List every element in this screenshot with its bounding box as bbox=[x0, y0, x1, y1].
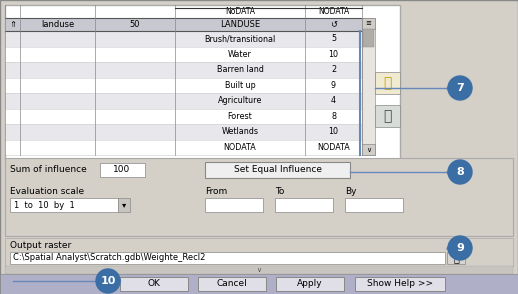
Bar bbox=[120, 277, 188, 291]
Text: 50: 50 bbox=[130, 20, 140, 29]
Bar bbox=[355, 277, 445, 291]
Text: 9: 9 bbox=[456, 243, 464, 253]
Bar bbox=[205, 198, 263, 212]
Text: ⇑: ⇑ bbox=[9, 20, 16, 29]
Bar bbox=[276, 277, 344, 291]
Circle shape bbox=[96, 269, 120, 293]
Bar bbox=[5, 108, 362, 124]
Bar bbox=[362, 144, 375, 155]
Text: 5: 5 bbox=[331, 34, 336, 43]
Bar bbox=[5, 62, 362, 78]
Text: Apply: Apply bbox=[297, 280, 323, 288]
Text: NODATA: NODATA bbox=[317, 143, 350, 152]
Text: 💾: 💾 bbox=[383, 109, 392, 123]
Text: NODATA: NODATA bbox=[318, 8, 349, 16]
Text: ∨: ∨ bbox=[256, 267, 262, 273]
Text: Brush/transitional: Brush/transitional bbox=[205, 34, 276, 43]
Bar bbox=[362, 18, 375, 155]
Bar bbox=[375, 72, 400, 94]
Text: NoDATA: NoDATA bbox=[225, 8, 255, 16]
Text: 9: 9 bbox=[331, 81, 336, 90]
Bar bbox=[375, 105, 400, 127]
Text: 📁: 📁 bbox=[453, 253, 459, 263]
Bar bbox=[362, 18, 375, 29]
Text: OK: OK bbox=[148, 280, 161, 288]
Text: 100: 100 bbox=[113, 166, 131, 175]
Bar bbox=[275, 198, 333, 212]
Bar bbox=[10, 198, 118, 212]
Text: 7: 7 bbox=[456, 83, 464, 93]
Text: 10: 10 bbox=[100, 276, 116, 286]
Bar bbox=[5, 31, 362, 46]
Bar bbox=[5, 124, 362, 139]
Text: 10: 10 bbox=[328, 127, 338, 136]
Text: Evaluation scale: Evaluation scale bbox=[10, 188, 84, 196]
Text: ▾: ▾ bbox=[122, 201, 126, 210]
Text: ≡: ≡ bbox=[366, 21, 371, 26]
Text: Wetlands: Wetlands bbox=[222, 127, 258, 136]
Bar bbox=[118, 198, 130, 212]
Text: To: To bbox=[275, 188, 284, 196]
Text: ↺: ↺ bbox=[330, 20, 337, 29]
Text: Forest: Forest bbox=[227, 112, 252, 121]
Bar bbox=[5, 46, 362, 62]
Text: Output raster: Output raster bbox=[10, 241, 71, 250]
Text: Sum of influence: Sum of influence bbox=[10, 166, 87, 175]
Text: 10: 10 bbox=[328, 50, 338, 59]
Bar bbox=[5, 5, 400, 160]
Bar bbox=[5, 78, 362, 93]
Circle shape bbox=[448, 76, 472, 100]
Bar bbox=[447, 252, 465, 264]
Text: 1  to  10  by  1: 1 to 10 by 1 bbox=[14, 201, 75, 210]
Bar bbox=[5, 158, 513, 236]
Text: Show Help >>: Show Help >> bbox=[367, 280, 433, 288]
Text: NODATA: NODATA bbox=[224, 143, 256, 152]
Text: Set Equal Influence: Set Equal Influence bbox=[234, 166, 322, 175]
Text: 8: 8 bbox=[456, 167, 464, 177]
Text: By: By bbox=[345, 188, 356, 196]
Text: 4: 4 bbox=[331, 96, 336, 105]
Text: Barren land: Barren land bbox=[217, 65, 264, 74]
Bar bbox=[5, 18, 362, 31]
Text: From: From bbox=[205, 188, 227, 196]
Circle shape bbox=[448, 160, 472, 184]
Text: C:\Spatial Analyst\Scratch.gdb\Weighte_Recl2: C:\Spatial Analyst\Scratch.gdb\Weighte_R… bbox=[13, 253, 205, 263]
Bar bbox=[10, 252, 445, 264]
Text: 🗂: 🗂 bbox=[383, 76, 392, 90]
Text: Water: Water bbox=[228, 50, 252, 59]
Bar bbox=[363, 29, 374, 47]
Bar bbox=[205, 162, 350, 178]
Text: Agriculture: Agriculture bbox=[218, 96, 262, 105]
Text: Cancel: Cancel bbox=[217, 280, 248, 288]
Bar bbox=[100, 163, 145, 177]
Bar bbox=[198, 277, 266, 291]
Bar bbox=[5, 238, 513, 266]
Circle shape bbox=[448, 236, 472, 260]
Bar bbox=[345, 198, 403, 212]
Text: 2: 2 bbox=[331, 65, 336, 74]
Bar bbox=[5, 139, 362, 155]
Text: Built up: Built up bbox=[225, 81, 255, 90]
Bar bbox=[0, 274, 518, 294]
Text: LANDUSE: LANDUSE bbox=[220, 20, 260, 29]
Text: landuse: landuse bbox=[41, 20, 74, 29]
Bar bbox=[5, 266, 513, 274]
Text: 8: 8 bbox=[331, 112, 336, 121]
Text: ∨: ∨ bbox=[366, 146, 371, 153]
Bar bbox=[5, 93, 362, 108]
